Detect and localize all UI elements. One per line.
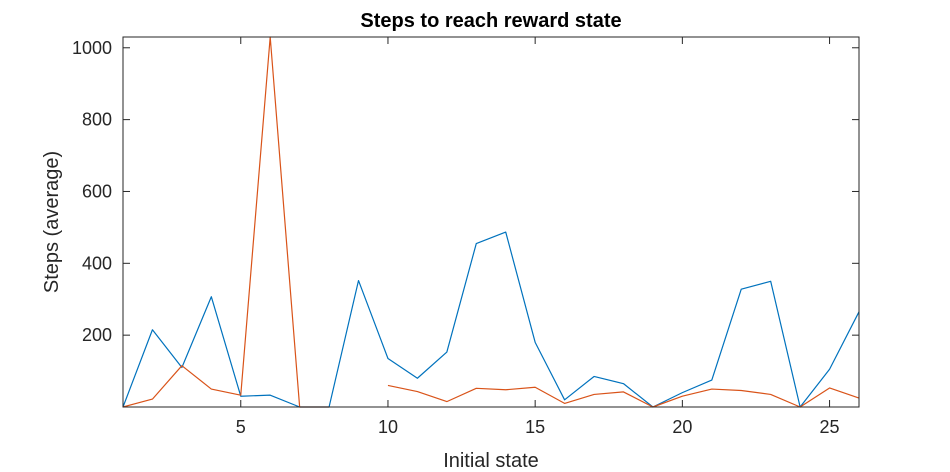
plot-frame	[122, 36, 860, 408]
x-axis-label: Initial state	[443, 450, 539, 472]
y-tick-label: 200	[82, 325, 112, 345]
y-ticks: 200 400 600 800 1000	[72, 38, 859, 345]
y-tick-label: 600	[82, 181, 112, 201]
x-tick-label: 10	[378, 417, 398, 437]
x-ticks: 5 10 15 20 25	[236, 37, 840, 437]
x-tick-label: 5	[236, 417, 246, 437]
series-layer	[122, 36, 860, 408]
y-tick-label: 400	[82, 253, 112, 273]
x-tick-label: 25	[820, 417, 840, 437]
series-line-2	[122, 36, 860, 408]
y-tick-label: 1000	[72, 38, 112, 58]
x-tick-label: 15	[525, 417, 545, 437]
chart-title: Steps to reach reward state	[360, 10, 621, 32]
x-tick-label: 20	[672, 417, 692, 437]
series-line-1	[122, 231, 860, 408]
y-axis-label: Steps (average)	[41, 151, 63, 293]
y-tick-label: 800	[82, 110, 112, 130]
